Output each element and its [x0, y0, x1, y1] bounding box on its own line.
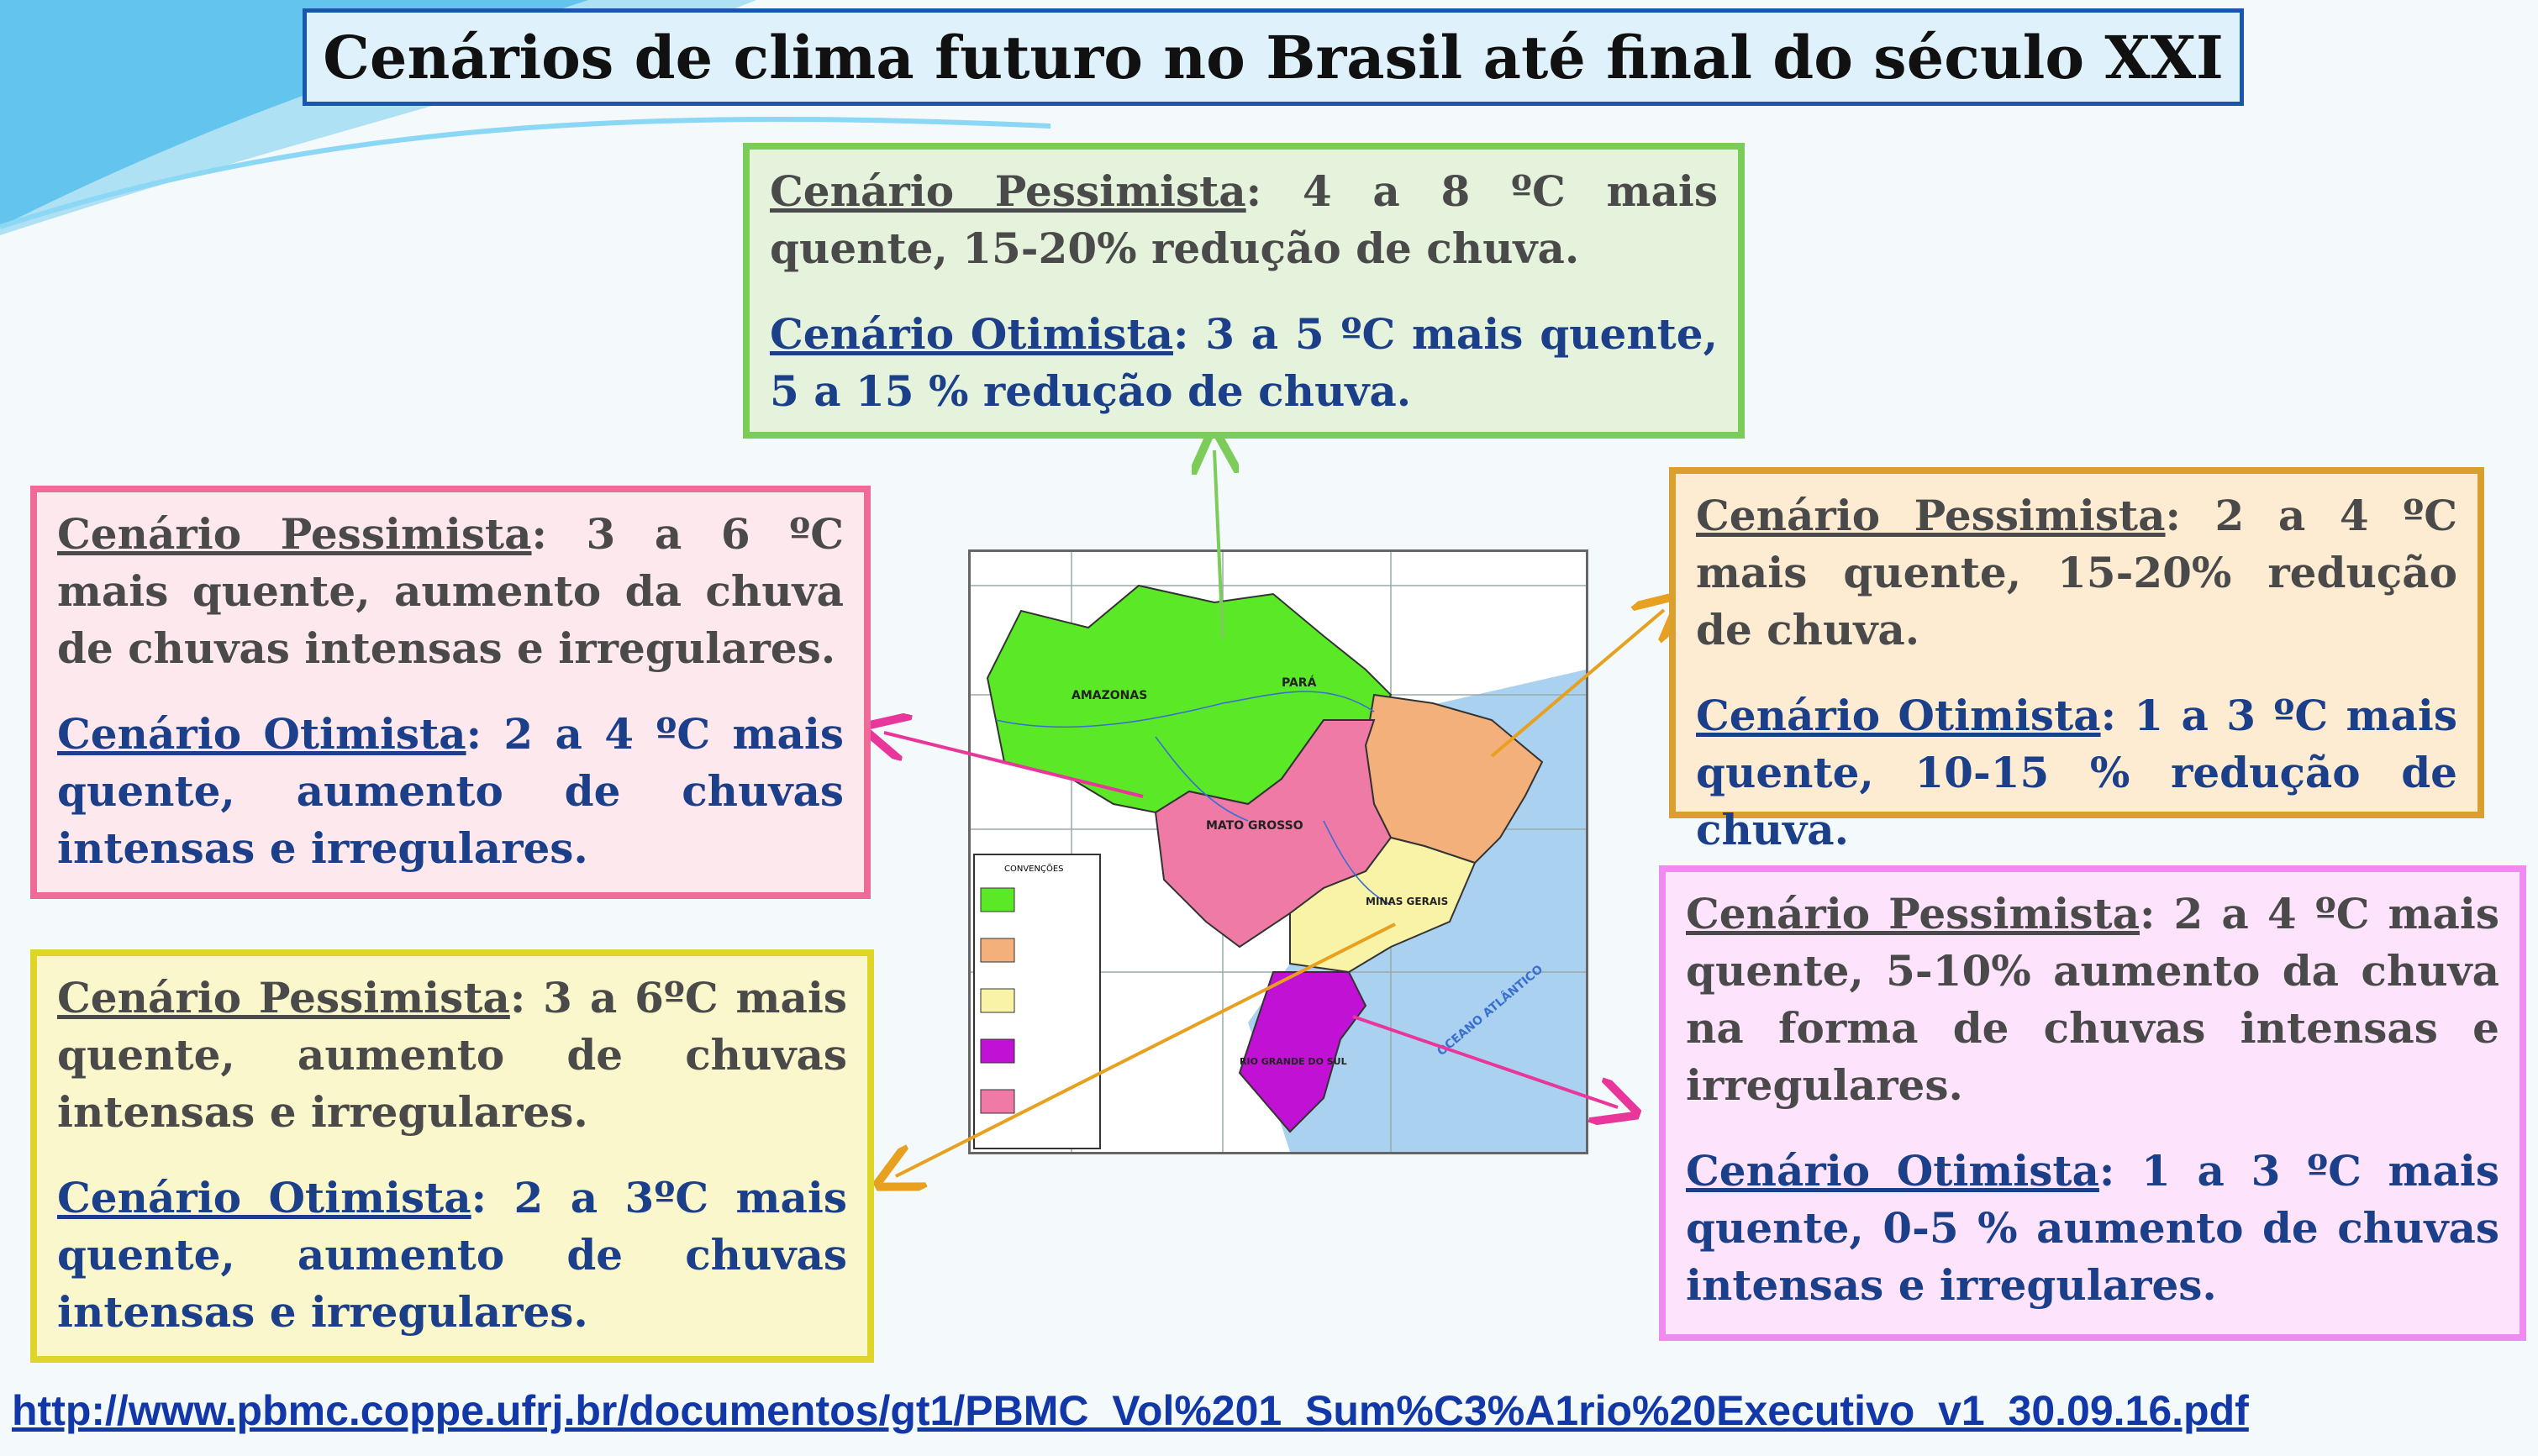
brazil-map: CONVENÇÕES AMAZONAS PARÁ MATO GROSSO MIN…: [968, 549, 1588, 1154]
pessimist-text: : 4 a 8 ºC mais quente, 15-20% redução d…: [770, 166, 1718, 273]
legend-swatch-centerwest: [980, 1089, 1015, 1114]
optimist-scenario: Cenário Otimista: 3 a 5 ºC mais quente, …: [770, 306, 1718, 420]
pessimist-label: Cenário Pessimista: [1696, 491, 2166, 540]
scenario-box-south: Cenário Pessimista: 2 a 4 ºC mais quente…: [1659, 865, 2526, 1341]
source-link[interactable]: http://www.pbmc.coppe.ufrj.br/documentos…: [12, 1387, 2249, 1434]
optimist-text: : 1 a 3 ºC mais quente, 10-15 % redução …: [1696, 691, 2457, 854]
optimist-scenario: Cenário Otimista: 1 a 3 ºC mais quente, …: [1696, 687, 2457, 859]
pessimist-scenario: Cenário Pessimista: 2 a 4 ºC mais quente…: [1696, 487, 2457, 659]
optimist-text: : 2 a 3ºC mais quente, aumento de chuvas…: [57, 1173, 847, 1337]
pessimist-text: : 3 a 6 ºC mais quente, aumento da chuva…: [57, 509, 844, 673]
optimist-text: : 3 a 5 ºC mais quente, 5 a 15 % redução…: [770, 309, 1719, 416]
legend-swatch-northeast: [980, 938, 1015, 963]
legend-swatch-southeast: [980, 988, 1015, 1013]
label-amazonas: AMAZONAS: [1072, 689, 1147, 702]
pessimist-label: Cenário Pessimista: [57, 973, 510, 1022]
pessimist-label: Cenário Pessimista: [770, 166, 1246, 216]
legend-swatch-south: [980, 1038, 1015, 1064]
scenario-box-northeast: Cenário Pessimista: 2 a 4 ºC mais quente…: [1669, 467, 2484, 854]
optimist-scenario: Cenário Otimista: 2 a 4 ºC mais quente, …: [57, 706, 844, 877]
optimist-label: Cenário Otimista: [770, 309, 1173, 359]
pessimist-scenario: Cenário Pessimista: 4 a 8 ºC mais quente…: [770, 163, 1718, 277]
label-rio-grande: RIO GRANDE DO SUL: [1240, 1056, 1347, 1067]
pessimist-text: : 2 a 4 ºC mais quente, 15-20% redução d…: [1696, 491, 2457, 654]
optimist-text: : 1 a 3 ºC mais quente, 0-5 % aumento de…: [1686, 1146, 2500, 1310]
optimist-label: Cenário Otimista: [1686, 1146, 2099, 1196]
legend-swatch-north: [980, 887, 1015, 912]
label-mato-grosso: MATO GROSSO: [1206, 819, 1303, 833]
scenario-box-west: Cenário Pessimista: 3 a 6 ºC mais quente…: [30, 486, 871, 899]
optimist-scenario: Cenário Otimista: 1 a 3 ºC mais quente, …: [1686, 1143, 2499, 1314]
optimist-label: Cenário Otimista: [57, 1173, 471, 1222]
pessimist-text: : 2 a 4 ºC mais quente, 5-10% aumento da…: [1686, 889, 2499, 1110]
pessimist-scenario: Cenário Pessimista: 3 a 6ºC mais quente,…: [57, 970, 847, 1141]
pessimist-scenario: Cenário Pessimista: 2 a 4 ºC mais quente…: [1686, 886, 2499, 1114]
label-minas: MINAS GERAIS: [1366, 896, 1448, 907]
legend-title: CONVENÇÕES: [1004, 863, 1064, 874]
pessimist-text: : 3 a 6ºC mais quente, aumento de chuvas…: [57, 973, 847, 1137]
pessimist-label: Cenário Pessimista: [57, 509, 532, 559]
slide-title: Cenários de clima futuro no Brasil até f…: [303, 8, 2244, 106]
pessimist-label: Cenário Pessimista: [1686, 889, 2140, 938]
optimist-label: Cenário Otimista: [1696, 691, 2101, 740]
pessimist-scenario: Cenário Pessimista: 3 a 6 ºC mais quente…: [57, 506, 844, 677]
label-para: PARÁ: [1282, 675, 1317, 690]
scenario-box-north: Cenário Pessimista: 4 a 8 ºC mais quente…: [743, 143, 1745, 439]
optimist-scenario: Cenário Otimista: 2 a 3ºC mais quente, a…: [57, 1170, 847, 1341]
scenario-box-southeast: Cenário Pessimista: 3 a 6ºC mais quente,…: [30, 949, 874, 1363]
optimist-text: : 2 a 4 ºC mais quente, aumento de chuva…: [57, 709, 844, 873]
optimist-label: Cenário Otimista: [57, 709, 466, 759]
